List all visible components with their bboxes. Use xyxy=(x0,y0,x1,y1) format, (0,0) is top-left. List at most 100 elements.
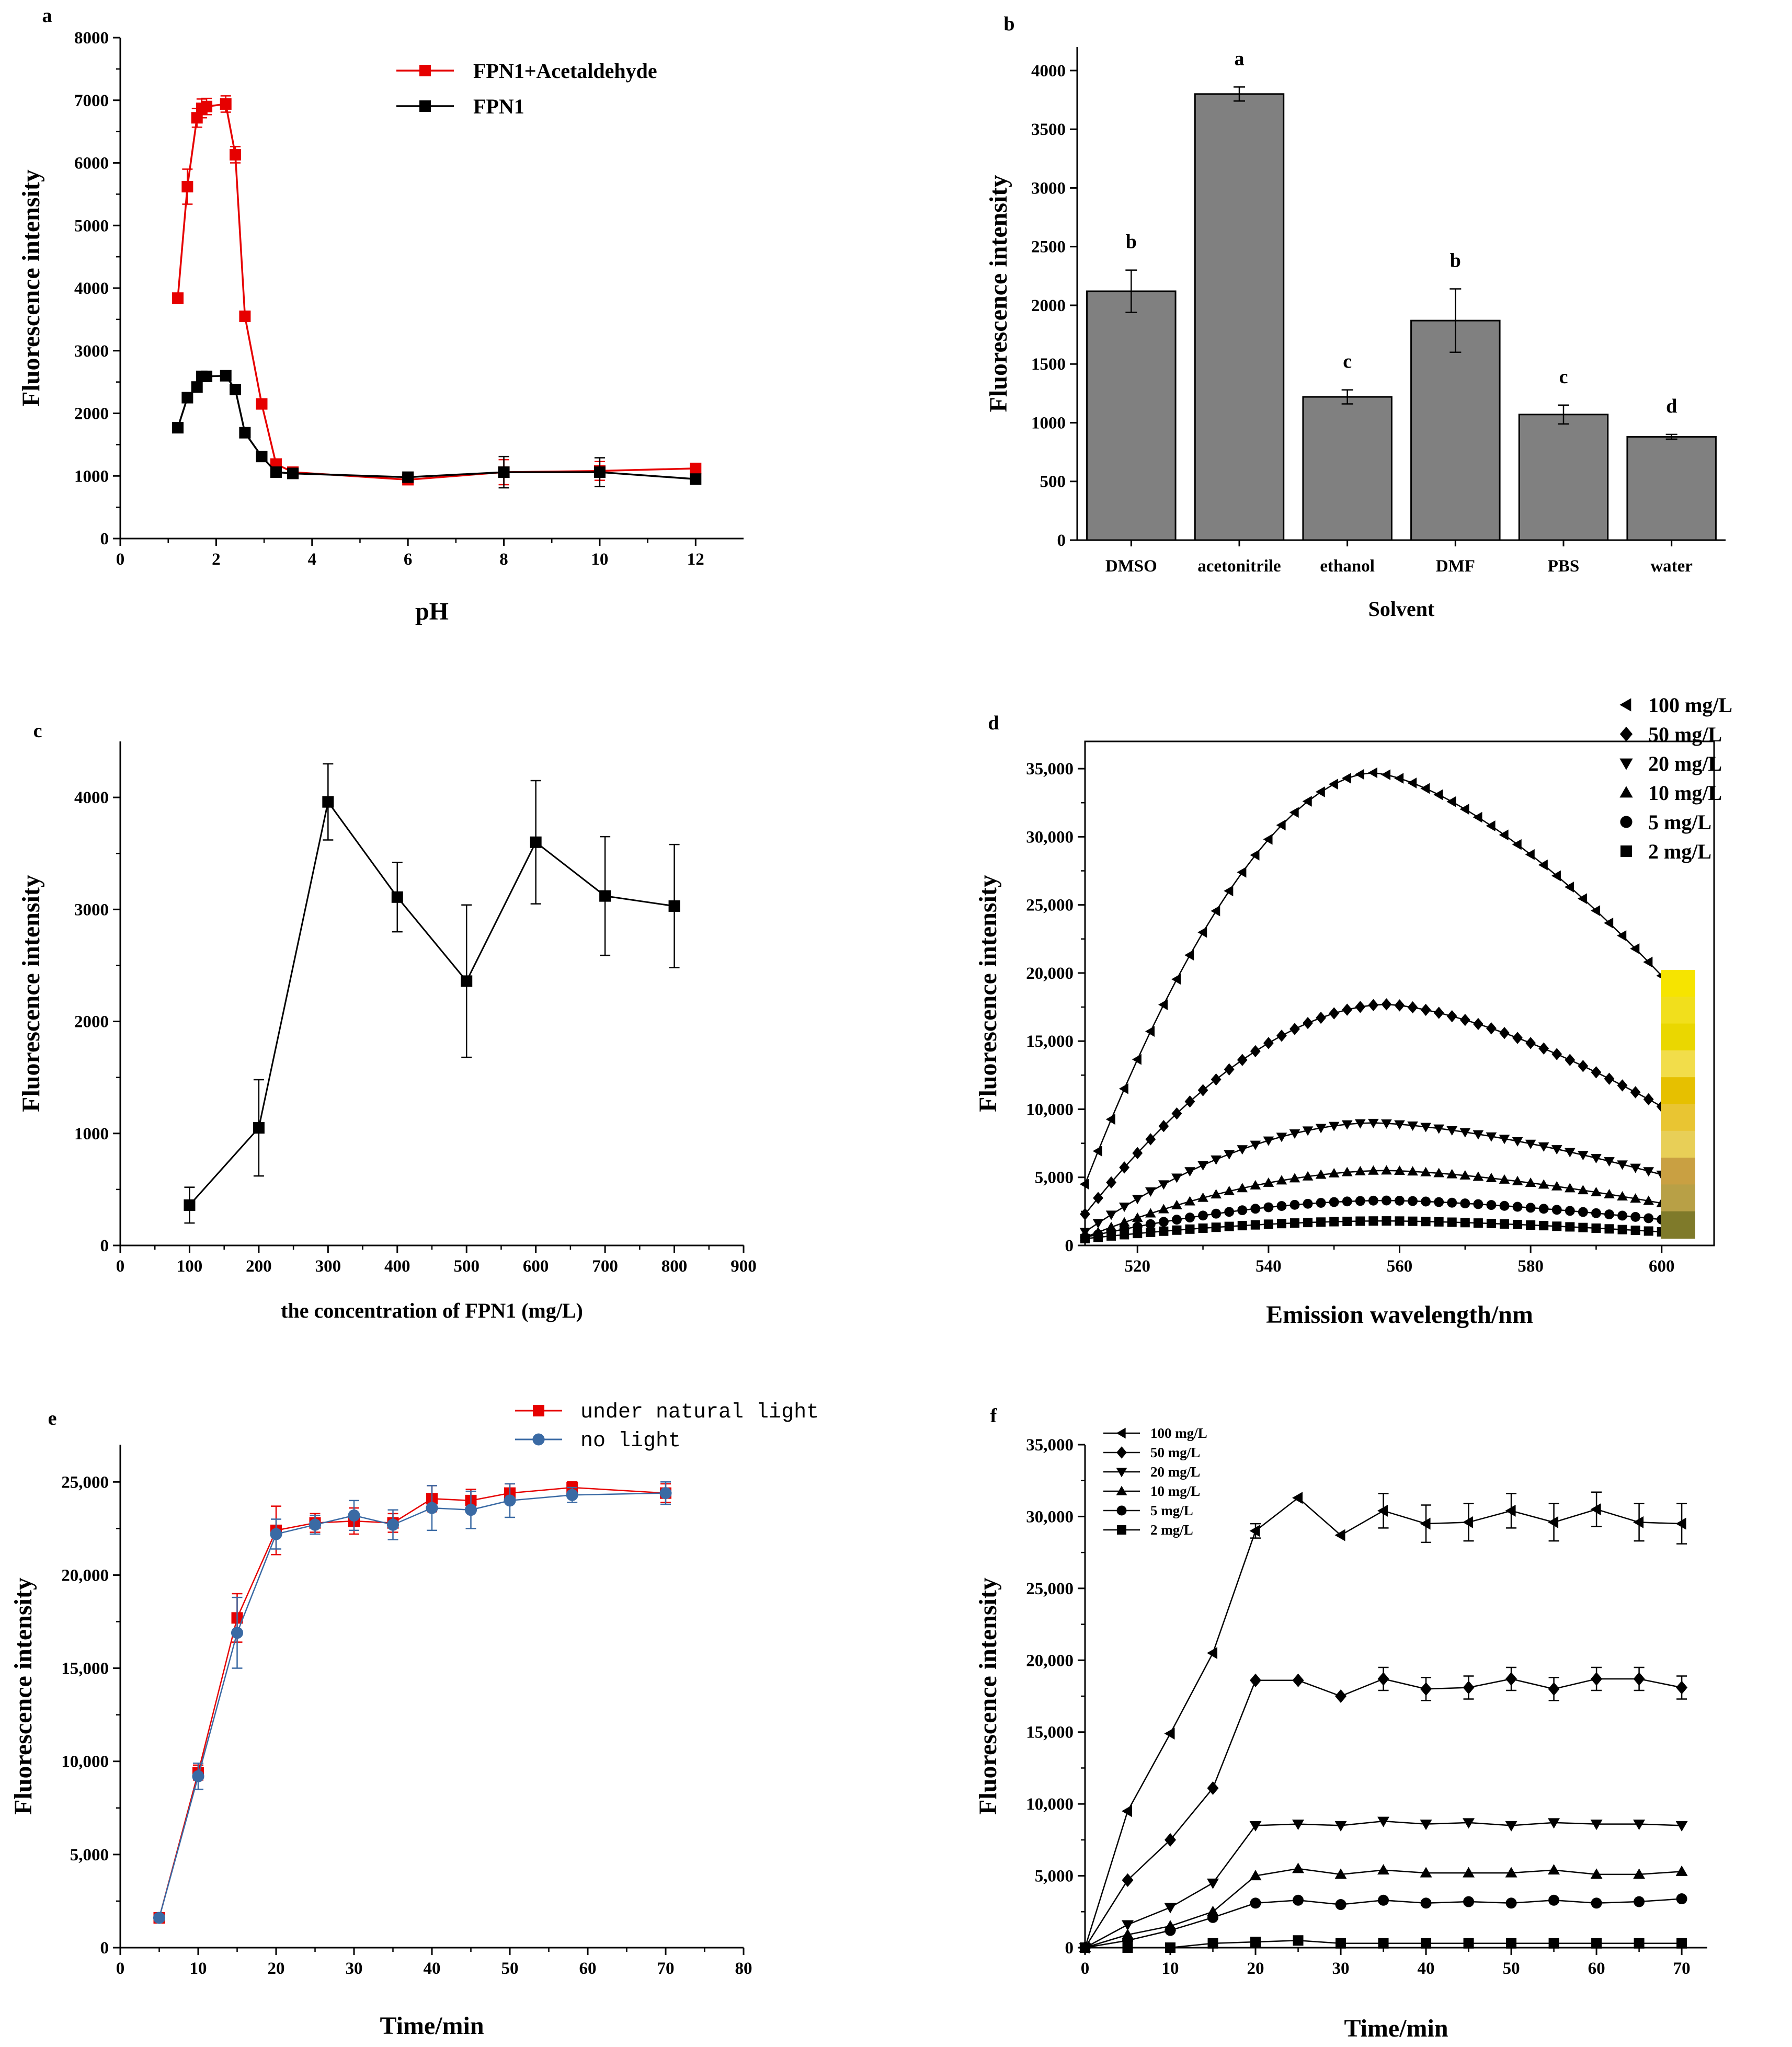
data-point xyxy=(1548,1894,1560,1906)
data-point xyxy=(1676,1938,1687,1949)
data-point xyxy=(1289,1199,1300,1210)
data-point xyxy=(1420,1517,1431,1530)
data-point xyxy=(1207,1781,1219,1795)
data-point xyxy=(1591,1186,1602,1196)
significance-label: a xyxy=(1235,48,1245,70)
x-tick-label: 540 xyxy=(1255,1257,1282,1276)
data-point xyxy=(1211,1073,1222,1086)
data-point xyxy=(1293,1935,1304,1946)
x-tick-label: 0 xyxy=(1081,1959,1090,1978)
y-tick-label: 0 xyxy=(100,530,109,548)
color-swatch xyxy=(1661,1023,1695,1051)
data-point xyxy=(1539,1221,1549,1231)
bar xyxy=(1518,414,1609,541)
data-point xyxy=(287,467,299,479)
data-point xyxy=(1377,1816,1390,1827)
data-point xyxy=(1633,1516,1644,1528)
color-swatch xyxy=(1661,1211,1695,1239)
category-label: acetonitrile xyxy=(1197,557,1281,576)
data-point xyxy=(1434,1197,1444,1207)
data-point xyxy=(1394,1120,1405,1130)
y-tick-label: 2000 xyxy=(74,405,109,424)
data-point xyxy=(1211,1189,1222,1199)
data-point xyxy=(1551,1181,1562,1191)
data-point xyxy=(230,383,242,395)
data-point xyxy=(1197,1161,1208,1171)
legend-marker xyxy=(1116,1427,1126,1439)
data-point xyxy=(1080,1942,1090,1953)
data-point xyxy=(1250,1140,1261,1150)
data-point xyxy=(1158,1217,1169,1227)
data-point xyxy=(1368,1195,1378,1206)
data-point xyxy=(1184,1095,1195,1108)
data-point xyxy=(1381,998,1392,1011)
data-point xyxy=(1463,1938,1474,1949)
x-tick-label: 10 xyxy=(190,1959,207,1978)
data-point xyxy=(1276,1219,1286,1229)
series-line xyxy=(1084,1497,1682,1948)
data-point xyxy=(1643,1167,1654,1177)
x-tick-label: 2 xyxy=(212,550,221,569)
data-point xyxy=(1473,1017,1483,1031)
series-fpn1-acetaldehyde xyxy=(172,95,702,486)
data-point xyxy=(1185,1213,1195,1223)
data-point xyxy=(1093,1232,1103,1242)
y-tick-label: 20,000 xyxy=(61,1566,109,1585)
data-point xyxy=(690,462,702,474)
data-point xyxy=(1355,1216,1365,1226)
legend-marker xyxy=(419,100,431,112)
y-axis-label: Fluorescence intensity xyxy=(974,875,1002,1112)
data-point xyxy=(253,1122,265,1134)
data-point xyxy=(1184,950,1194,961)
data-point xyxy=(1525,849,1535,860)
data-point xyxy=(1548,1864,1560,1875)
data-point xyxy=(1237,1145,1248,1155)
data-point xyxy=(1643,1226,1653,1236)
x-tick-label: 40 xyxy=(424,1959,441,1978)
data-point xyxy=(1158,1180,1169,1190)
data-point xyxy=(1459,1013,1470,1026)
data-point xyxy=(1591,1897,1602,1909)
data-point xyxy=(1132,1195,1143,1205)
data-point xyxy=(668,900,680,912)
data-point xyxy=(498,466,510,478)
legend-label: 10 mg/L xyxy=(1150,1483,1200,1499)
data-point xyxy=(1525,1037,1536,1049)
category-label: water xyxy=(1650,557,1693,576)
data-point xyxy=(1368,1118,1379,1128)
data-point xyxy=(1377,1504,1388,1517)
legend-label: no light xyxy=(580,1430,681,1453)
data-point xyxy=(1463,1867,1475,1878)
legend-label: under natural light xyxy=(580,1401,819,1424)
data-point xyxy=(1106,1176,1117,1189)
data-point xyxy=(1604,1209,1614,1220)
data-point xyxy=(1604,1072,1615,1085)
data-point xyxy=(1315,786,1325,797)
data-point xyxy=(1433,789,1443,800)
data-point xyxy=(1079,1179,1089,1190)
x-tick-label: 200 xyxy=(246,1257,272,1276)
x-tick-label: 30 xyxy=(1332,1959,1350,1978)
data-point xyxy=(1289,1129,1300,1139)
series-line xyxy=(158,1486,666,1918)
legend-marker xyxy=(1619,698,1631,712)
data-point xyxy=(1617,930,1627,941)
data-point xyxy=(1525,1139,1536,1149)
legend-marker xyxy=(1116,1485,1127,1495)
data-point xyxy=(1565,1054,1576,1066)
data-point xyxy=(1080,1208,1090,1220)
data-point xyxy=(1342,1216,1352,1226)
data-point xyxy=(1335,1899,1346,1911)
data-point xyxy=(1118,1083,1128,1094)
data-point xyxy=(1263,1202,1274,1213)
legend-marker xyxy=(1619,786,1633,798)
data-point xyxy=(1249,1870,1262,1881)
y-tick-label: 30,000 xyxy=(1026,1507,1074,1526)
category-label: PBS xyxy=(1548,557,1580,576)
data-point xyxy=(1591,1154,1602,1164)
data-point xyxy=(1463,1896,1475,1907)
legend-marker xyxy=(419,65,431,76)
data-point xyxy=(1263,1177,1274,1187)
data-point xyxy=(1276,1175,1287,1185)
data-point xyxy=(1292,1862,1305,1873)
